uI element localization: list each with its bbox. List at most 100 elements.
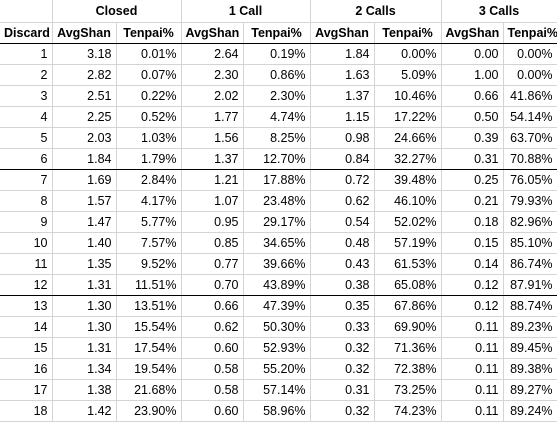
closed-tenpai-cell: 0.22% xyxy=(116,85,182,107)
discard-number-cell: 9 xyxy=(0,211,53,233)
call3-tenpai-cell: 86.74% xyxy=(503,253,557,275)
table-row: 15 1.31 17.54% 0.60 52.93% 0.32 71.36% 0.11 89.4… xyxy=(0,337,557,359)
group-header-3-calls: 3 Calls xyxy=(440,0,557,23)
closed-avgshan-cell: 1.84 xyxy=(51,148,117,170)
call1-tenpai-cell: 34.65% xyxy=(243,232,311,254)
call3-avgshan-cell: 0.66 xyxy=(440,85,504,107)
closed-tenpai-cell: 0.07% xyxy=(116,64,182,86)
table-row: 6 1.84 1.79% 1.37 12.70% 0.84 32.27% 0.31 70.88% xyxy=(0,148,557,170)
call3-tenpai-cell: 82.96% xyxy=(503,211,557,233)
closed-avgshan-cell: 1.31 xyxy=(51,274,117,296)
discard-number-cell: 16 xyxy=(0,358,53,380)
call2-tenpai-cell: 65.08% xyxy=(374,274,442,296)
table-row: 8 1.57 4.17% 1.07 23.48% 0.62 46.10% 0.21 79.93% xyxy=(0,190,557,212)
column-header-discard: Discard xyxy=(0,22,53,44)
call1-tenpai-cell: 17.88% xyxy=(243,169,311,191)
column-header-tenpai: Tenpai% xyxy=(116,22,182,44)
closed-tenpai-cell: 7.57% xyxy=(116,232,182,254)
closed-avgshan-cell: 2.51 xyxy=(51,85,117,107)
closed-avgshan-cell: 2.25 xyxy=(51,106,117,128)
closed-avgshan-cell: 1.30 xyxy=(51,295,117,317)
call3-tenpai-cell: 85.10% xyxy=(503,232,557,254)
call3-avgshan-cell: 0.18 xyxy=(440,211,504,233)
closed-avgshan-cell: 1.57 xyxy=(51,190,117,212)
closed-tenpai-cell: 19.54% xyxy=(116,358,182,380)
call2-tenpai-cell: 67.86% xyxy=(374,295,442,317)
call3-avgshan-cell: 0.14 xyxy=(440,253,504,275)
discard-number-cell: 17 xyxy=(0,379,53,401)
call2-tenpai-cell: 57.19% xyxy=(374,232,442,254)
call2-tenpai-cell: 24.66% xyxy=(374,127,442,149)
discard-number-cell: 10 xyxy=(0,232,53,254)
call3-tenpai-cell: 79.93% xyxy=(503,190,557,212)
group-header-row: Closed 1 Call 2 Calls 3 Calls xyxy=(0,0,557,23)
call2-avgshan-cell: 0.32 xyxy=(309,337,375,359)
call2-tenpai-cell: 74.23% xyxy=(374,400,442,422)
closed-avgshan-cell: 1.35 xyxy=(51,253,117,275)
closed-avgshan-cell: 1.34 xyxy=(51,358,117,380)
discard-number-cell: 14 xyxy=(0,316,53,338)
call3-avgshan-cell: 0.12 xyxy=(440,295,504,317)
call1-avgshan-cell: 0.58 xyxy=(180,358,244,380)
discard-number-cell: 7 xyxy=(0,169,53,191)
call3-tenpai-cell: 0.00% xyxy=(503,64,557,86)
table-row: 2 2.82 0.07% 2.30 0.86% 1.63 5.09% 1.00 0.00% xyxy=(0,64,557,86)
closed-tenpai-cell: 1.03% xyxy=(116,127,182,149)
table-row: 3 2.51 0.22% 2.02 2.30% 1.37 10.46% 0.66 41.86% xyxy=(0,85,557,107)
call2-avgshan-cell: 0.33 xyxy=(309,316,375,338)
call3-avgshan-cell: 0.39 xyxy=(440,127,504,149)
call2-tenpai-cell: 46.10% xyxy=(374,190,442,212)
call1-avgshan-cell: 0.60 xyxy=(180,337,244,359)
call3-avgshan-cell: 0.11 xyxy=(440,337,504,359)
call3-avgshan-cell: 0.11 xyxy=(440,358,504,380)
call2-tenpai-cell: 0.00% xyxy=(374,43,442,65)
call1-tenpai-cell: 8.25% xyxy=(243,127,311,149)
call1-avgshan-cell: 1.21 xyxy=(180,169,244,191)
call1-avgshan-cell: 2.64 xyxy=(180,43,244,65)
call3-tenpai-cell: 89.24% xyxy=(503,400,557,422)
call2-tenpai-cell: 71.36% xyxy=(374,337,442,359)
discard-number-cell: 3 xyxy=(0,85,53,107)
call2-tenpai-cell: 5.09% xyxy=(374,64,442,86)
call1-avgshan-cell: 0.85 xyxy=(180,232,244,254)
call3-tenpai-cell: 76.05% xyxy=(503,169,557,191)
call3-tenpai-cell: 89.45% xyxy=(503,337,557,359)
closed-tenpai-cell: 13.51% xyxy=(116,295,182,317)
table-row: 11 1.35 9.52% 0.77 39.66% 0.43 61.53% 0.14 86.74… xyxy=(0,253,557,275)
closed-avgshan-cell: 1.47 xyxy=(51,211,117,233)
call1-tenpai-cell: 23.48% xyxy=(243,190,311,212)
call2-avgshan-cell: 0.35 xyxy=(309,295,375,317)
call2-avgshan-cell: 0.84 xyxy=(309,148,375,170)
table-row: 10 1.40 7.57% 0.85 34.65% 0.48 57.19% 0.15 85.10… xyxy=(0,232,557,254)
call1-avgshan-cell: 0.60 xyxy=(180,400,244,422)
discard-number-cell: 5 xyxy=(0,127,53,149)
closed-tenpai-cell: 1.79% xyxy=(116,148,182,170)
call1-avgshan-cell: 1.56 xyxy=(180,127,244,149)
call3-tenpai-cell: 41.86% xyxy=(503,85,557,107)
call1-tenpai-cell: 2.30% xyxy=(243,85,311,107)
closed-tenpai-cell: 21.68% xyxy=(116,379,182,401)
call3-tenpai-cell: 87.91% xyxy=(503,274,557,296)
table-row: 4 2.25 0.52% 1.77 4.74% 1.15 17.22% 0.50 54.14% xyxy=(0,106,557,128)
column-header-tenpai: Tenpai% xyxy=(243,22,311,44)
call3-avgshan-cell: 0.15 xyxy=(440,232,504,254)
call3-tenpai-cell: 89.27% xyxy=(503,379,557,401)
discard-number-cell: 1 xyxy=(0,43,53,65)
call2-avgshan-cell: 1.84 xyxy=(309,43,375,65)
discard-number-cell: 2 xyxy=(0,64,53,86)
call1-tenpai-cell: 4.74% xyxy=(243,106,311,128)
closed-tenpai-cell: 0.01% xyxy=(116,43,182,65)
call3-tenpai-cell: 0.00% xyxy=(503,43,557,65)
call3-tenpai-cell: 70.88% xyxy=(503,148,557,170)
group-header-closed: Closed xyxy=(51,0,182,23)
call3-tenpai-cell: 63.70% xyxy=(503,127,557,149)
call1-tenpai-cell: 57.14% xyxy=(243,379,311,401)
call2-avgshan-cell: 0.32 xyxy=(309,400,375,422)
call2-avgshan-cell: 0.54 xyxy=(309,211,375,233)
call1-tenpai-cell: 29.17% xyxy=(243,211,311,233)
closed-tenpai-cell: 23.90% xyxy=(116,400,182,422)
table-row: 1 3.18 0.01% 2.64 0.19% 1.84 0.00% 0.00 0.00% xyxy=(0,43,557,65)
discard-number-cell: 4 xyxy=(0,106,53,128)
call2-avgshan-cell: 0.72 xyxy=(309,169,375,191)
column-header-row: Discard AvgShan Tenpai% AvgShan Tenpai% … xyxy=(0,22,557,44)
